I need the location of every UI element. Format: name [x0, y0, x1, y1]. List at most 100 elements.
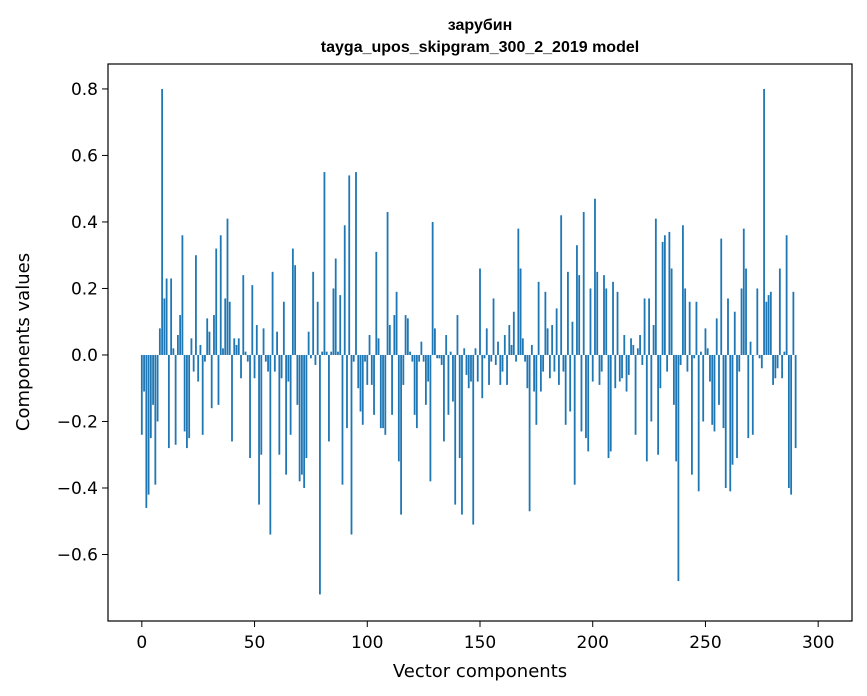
- bar: [724, 354, 727, 488]
- bar: [339, 295, 342, 355]
- bar: [591, 354, 594, 382]
- bar: [508, 325, 511, 355]
- chart-subtitle: tayga_upos_skipgram_300_2_2019 model: [321, 39, 639, 56]
- bar: [769, 291, 772, 355]
- bar: [145, 354, 148, 508]
- bar: [201, 354, 204, 435]
- bar: [684, 288, 687, 355]
- bar: [458, 354, 461, 459]
- bar: [718, 354, 720, 405]
- x-tick-label: 100: [351, 633, 383, 653]
- bar: [402, 354, 405, 385]
- bar: [170, 278, 173, 355]
- bar: [731, 354, 734, 465]
- bar: [679, 354, 682, 365]
- bar: [747, 354, 750, 439]
- bar: [386, 211, 389, 355]
- bar: [431, 221, 434, 355]
- bar: [197, 354, 200, 382]
- bar: [222, 348, 224, 355]
- bar: [652, 325, 655, 355]
- bar: [161, 88, 164, 355]
- bar: [542, 354, 545, 372]
- bar: [492, 298, 495, 355]
- bar: [618, 354, 621, 382]
- bar: [332, 288, 335, 355]
- bar: [208, 331, 211, 355]
- bar: [551, 325, 554, 355]
- bar: [787, 354, 790, 488]
- bar: [510, 344, 513, 355]
- bar-series: [140, 88, 797, 595]
- x-tick-label: 300: [802, 633, 834, 653]
- bar: [305, 354, 308, 459]
- bar: [346, 354, 348, 429]
- bar: [675, 354, 678, 462]
- bar: [488, 354, 490, 385]
- y-tick-label: −0.4: [57, 479, 98, 499]
- bar: [526, 354, 529, 389]
- bar: [634, 354, 637, 435]
- bar: [237, 338, 240, 355]
- bar: [711, 354, 714, 425]
- bar: [636, 348, 639, 355]
- bar: [393, 315, 396, 355]
- bar: [424, 354, 427, 405]
- bar: [594, 198, 596, 355]
- x-tick-label: 0: [136, 633, 147, 653]
- bar: [330, 351, 333, 355]
- bar: [686, 354, 689, 372]
- bar: [742, 228, 745, 355]
- bar: [792, 291, 795, 355]
- bar: [186, 354, 188, 449]
- bar: [316, 301, 319, 355]
- bar: [312, 271, 315, 355]
- y-tick-label: 0.0: [71, 346, 98, 366]
- bar: [467, 354, 470, 389]
- bar: [355, 172, 357, 355]
- bar: [255, 325, 258, 355]
- bar: [413, 354, 416, 415]
- bar: [567, 271, 569, 355]
- bar: [729, 354, 732, 492]
- bar: [348, 175, 351, 355]
- bar: [781, 354, 784, 379]
- bar: [528, 354, 531, 512]
- bar: [499, 354, 502, 385]
- bar: [625, 354, 628, 392]
- bar: [337, 351, 339, 355]
- bar: [319, 354, 321, 595]
- bar: [706, 348, 709, 355]
- bar: [494, 354, 497, 365]
- bar: [558, 354, 560, 385]
- bar: [172, 348, 175, 355]
- bar: [357, 354, 360, 389]
- bar: [562, 354, 565, 372]
- bar: [373, 354, 375, 415]
- bar: [379, 354, 382, 429]
- bar: [228, 301, 231, 355]
- bar: [300, 354, 303, 475]
- bar: [548, 354, 551, 379]
- bar: [587, 354, 590, 452]
- bar: [215, 248, 218, 355]
- bar: [603, 275, 605, 355]
- bar: [269, 354, 272, 535]
- bar: [233, 338, 236, 355]
- bar: [321, 351, 324, 355]
- bar: [443, 354, 445, 442]
- bar: [165, 278, 168, 355]
- bar: [246, 354, 249, 362]
- bar: [749, 341, 752, 355]
- bar: [670, 268, 673, 355]
- bar: [152, 354, 154, 405]
- y-tick-label: −0.6: [57, 545, 98, 565]
- bar: [253, 354, 256, 379]
- bar: [537, 281, 540, 355]
- bar: [589, 288, 592, 355]
- bar: [278, 354, 281, 455]
- bar: [454, 354, 457, 505]
- bar: [224, 298, 227, 355]
- bar: [758, 354, 761, 359]
- bar: [609, 354, 612, 452]
